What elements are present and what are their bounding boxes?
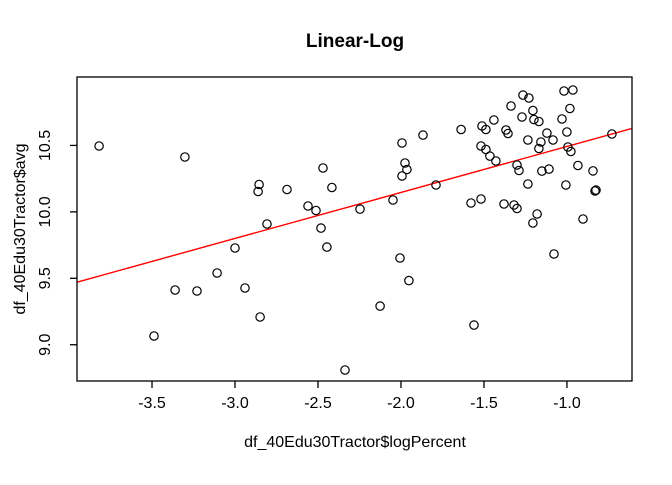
data-point: [456, 124, 466, 135]
y-tick-label: 9.0: [37, 334, 54, 356]
data-point: [548, 135, 558, 145]
data-point: [340, 365, 350, 375]
data-point: [402, 164, 412, 175]
data-point: [316, 223, 326, 233]
data-point: [534, 116, 544, 127]
data-point: [489, 115, 499, 125]
data-point: [322, 242, 332, 252]
data-point: [512, 203, 522, 214]
data-point: [523, 179, 533, 189]
data-point: [534, 143, 544, 154]
data-point: [529, 114, 539, 125]
data-point: [536, 137, 546, 147]
data-point: [517, 112, 527, 122]
data-point: [532, 209, 542, 219]
data-point: [404, 275, 414, 286]
data-point: [588, 166, 598, 176]
data-point: [557, 114, 567, 124]
data-point: [559, 86, 569, 96]
plot-box: [76, 76, 633, 382]
data-point: [566, 146, 576, 157]
data-point: [418, 130, 428, 140]
data-point: [254, 179, 264, 190]
y-tick-label: 10.5: [37, 130, 54, 161]
data-point: [528, 105, 538, 116]
data-point: [230, 243, 240, 253]
data-point: [542, 128, 552, 138]
x-tick-label: -2.0: [387, 395, 415, 412]
x-tick-label: -1.5: [470, 395, 498, 412]
data-point: [503, 128, 513, 139]
data-point: [395, 253, 405, 263]
x-tick-label: -3.0: [221, 395, 249, 412]
data-point: [485, 151, 495, 161]
data-point: [212, 268, 222, 278]
data-point: [318, 163, 328, 173]
data-point: [476, 194, 486, 204]
data-point: [578, 214, 588, 224]
data-point: [518, 90, 528, 100]
data-point: [476, 141, 486, 151]
x-tick-label: -2.5: [304, 395, 332, 412]
data-point: [262, 219, 272, 229]
data-point: [590, 186, 600, 196]
data-point: [397, 138, 407, 148]
data-point: [327, 182, 337, 193]
data-point: [514, 165, 524, 176]
data-point: [388, 195, 398, 205]
data-point: [506, 101, 516, 111]
data-point: [397, 171, 407, 181]
plot-area: -3.5 -3.0 -2.5 -2.0 -1.5 -1.0 9.0 9.5 10.0 10.5: [37, 76, 633, 412]
data-point: [240, 283, 250, 293]
y-tick-label: 9.5: [37, 267, 54, 289]
x-tick-label: -1.0: [553, 395, 581, 412]
data-point: [573, 160, 583, 171]
x-axis-label: df_40Edu30Tractor$logPercent: [244, 434, 466, 451]
data-point: [537, 166, 547, 176]
data-point: [253, 186, 263, 197]
y-tick-label: 10.0: [37, 196, 54, 227]
data-point: [431, 180, 441, 190]
data-point: [303, 201, 313, 211]
data-point: [192, 286, 202, 296]
data-point: [466, 198, 476, 208]
data-point: [481, 124, 491, 135]
data-point: [562, 127, 572, 137]
data-point: [568, 85, 578, 95]
data-point: [591, 185, 601, 195]
data-point: [375, 301, 385, 311]
data-point: [499, 199, 509, 209]
data-point: [149, 331, 159, 341]
data-point: [94, 141, 104, 151]
data-point: [524, 93, 534, 103]
data-point: [528, 218, 538, 228]
x-tick-label: -3.5: [138, 395, 166, 412]
data-point: [469, 320, 479, 330]
y-axis-label: df_40Edu30Tractor$avg: [12, 143, 29, 314]
data-point: [512, 160, 522, 170]
chart-title: Linear-Log: [306, 31, 404, 52]
data-point: [561, 180, 571, 190]
data-point: [523, 135, 533, 145]
data-point: [607, 129, 617, 139]
data-point: [491, 156, 501, 166]
data-point: [355, 204, 365, 214]
data-point: [400, 158, 410, 168]
regression-line: [76, 127, 633, 283]
data-point: [544, 164, 554, 174]
data-point: [311, 205, 321, 216]
data-point: [255, 312, 265, 322]
data-point: [549, 249, 559, 259]
data-point: [282, 184, 292, 195]
data-point: [180, 152, 190, 162]
data-point: [565, 103, 575, 114]
data-point: [170, 285, 180, 295]
